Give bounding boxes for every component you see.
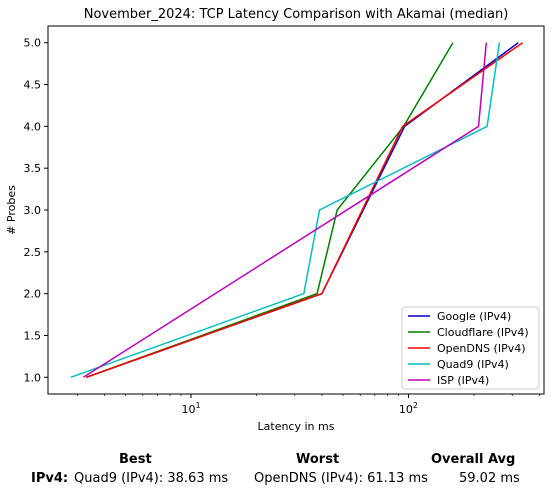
y-tick-label: 5.0 — [24, 37, 42, 50]
chart-title: November_2024: TCP Latency Comparison wi… — [84, 7, 509, 22]
x-tick-label: 102 — [399, 401, 418, 416]
summary-table: Best Worst Overall Avg IPv4: Quad9 (IPv4… — [0, 450, 551, 496]
row-label: IPv4 — [31, 471, 63, 486]
series-line-4 — [82, 42, 488, 378]
legend-label-2: OpenDNS (IPv4) — [437, 342, 526, 355]
series-line-1 — [86, 42, 454, 379]
y-tick-label: 3.0 — [24, 204, 42, 217]
plot-lines — [70, 42, 524, 379]
legend-label-4: ISP (IPv4) — [437, 374, 489, 387]
row-separator: : — [62, 471, 69, 486]
latency-chart: November_2024: TCP Latency Comparison wi… — [5, 7, 545, 433]
best-header: Best — [119, 452, 152, 467]
best-value: Quad9 (IPv4): 38.63 ms — [74, 471, 229, 486]
y-tick-label: 2.0 — [24, 288, 42, 301]
y-axis-label: # Probes — [5, 185, 18, 235]
series-line-3 — [70, 42, 501, 379]
x-axis-ticks: 101 102 — [76, 394, 540, 416]
y-tick-label: 4.5 — [24, 79, 42, 92]
legend-box — [401, 306, 540, 390]
y-tick-label: 2.5 — [24, 246, 42, 259]
series-line-2 — [86, 42, 524, 379]
worst-header: Worst — [296, 452, 340, 467]
legend-label-0: Google (IPv4) — [437, 310, 511, 323]
x-axis-label: Latency in ms — [258, 420, 335, 433]
legend-label-3: Quad9 (IPv4) — [437, 358, 509, 371]
worst-value: OpenDNS (IPv4): 61.13 ms — [254, 471, 428, 486]
y-tick-label: 3.5 — [24, 162, 42, 175]
y-tick-label: 1.5 — [24, 329, 42, 342]
legend-label-1: Cloudflare (IPv4) — [437, 326, 529, 339]
overall-header: Overall Avg — [431, 452, 516, 467]
overall-value: 59.02 ms — [459, 471, 520, 486]
y-axis-ticks: 1.0 1.5 2.0 2.5 3.0 3.5 4.0 4.5 5.0 — [24, 37, 48, 384]
x-tick-label: 101 — [181, 401, 200, 416]
legend: Google (IPv4) Cloudflare (IPv4) OpenDNS (I… — [401, 306, 540, 390]
y-tick-label: 4.0 — [24, 120, 42, 133]
y-tick-label: 1.0 — [24, 371, 42, 384]
ipv4-row-label: IPv4: — [31, 471, 68, 486]
